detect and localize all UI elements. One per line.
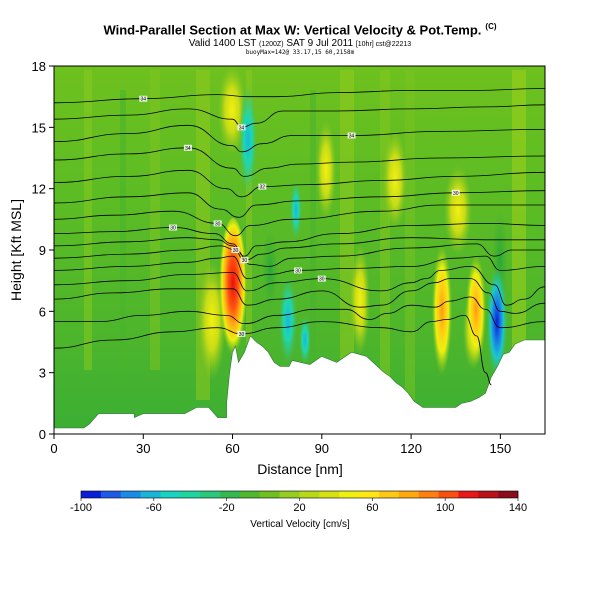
y-tick-label: 12 <box>32 182 46 197</box>
svg-text:30: 30 <box>453 191 459 197</box>
colorbar-swatch <box>81 491 102 498</box>
x-axis: 0 30 60 90 120 150 <box>50 434 511 456</box>
theta-contour-label: 30 <box>451 189 460 197</box>
theta-contour-label: 30 <box>213 220 222 227</box>
chart-title: Wind-Parallel Section at Max W: Vertical… <box>103 22 497 38</box>
theta-contour <box>54 314 492 386</box>
theta-contour <box>54 237 545 261</box>
colorbar-tick-label: -100 <box>70 502 92 514</box>
x-tick-label: 30 <box>136 441 150 456</box>
colorbar-swatch <box>100 491 122 498</box>
y-axis: 0 3 6 9 12 15 18 <box>32 59 54 442</box>
colorbar-swatch <box>478 491 499 498</box>
theta-contour-label: 30 <box>169 224 178 232</box>
colorbar-swatch <box>418 491 439 498</box>
y-tick-label: 3 <box>39 366 46 381</box>
svg-text:34: 34 <box>140 97 146 103</box>
colorbar-tick-label: 60 <box>366 502 378 514</box>
terrain-edge <box>54 335 545 429</box>
theta-contour <box>54 243 545 267</box>
theta-contours <box>54 88 545 386</box>
colorbar-swatch <box>398 491 419 498</box>
colorbar: -100 -60 -20 20 60 100 140 <box>70 490 527 514</box>
colorbar-tick-label: -60 <box>146 502 162 514</box>
svg-text:30: 30 <box>215 221 221 227</box>
svg-text:34: 34 <box>185 146 191 152</box>
svg-text:30: 30 <box>170 226 176 232</box>
colorbar-swatch <box>120 491 141 498</box>
y-tick-label: 9 <box>39 243 46 258</box>
theta-contour-label: 32 <box>258 183 267 191</box>
colorbar-swatch <box>339 491 360 498</box>
colorbar-swatch <box>299 491 320 498</box>
svg-text:30: 30 <box>319 277 325 283</box>
colorbar-swatch <box>458 491 479 498</box>
svg-text:34: 34 <box>239 125 245 131</box>
theta-contour <box>54 278 545 314</box>
theta-contour-label: 30 <box>317 275 326 283</box>
x-tick-label: 150 <box>490 441 512 456</box>
svg-text:30: 30 <box>239 332 245 338</box>
colorbar-swatch <box>140 491 161 498</box>
theta-contour <box>54 190 545 218</box>
theta-contour <box>54 104 545 128</box>
x-tick-label: 120 <box>400 441 422 456</box>
colorbar-label: Vertical Velocity [cm/s] <box>250 519 350 530</box>
colorbar-tick-label: 20 <box>293 502 305 514</box>
chart-subtitle: Valid 1400 LST (1200Z) SAT 9 Jul 2011 [1… <box>188 38 412 49</box>
theta-contour <box>54 296 545 329</box>
colorbar-tick-label: -20 <box>219 502 235 514</box>
theta-contour <box>54 147 545 177</box>
theta-contour <box>54 204 545 237</box>
x-tick-label: 0 <box>50 441 57 456</box>
svg-text:30: 30 <box>233 248 239 254</box>
y-tick-label: 0 <box>39 427 46 442</box>
colorbar-swatch <box>180 491 201 498</box>
colorbar-swatch <box>239 491 261 498</box>
theta-contour-label: 34 <box>347 132 356 140</box>
vertical-velocity-field <box>54 66 545 434</box>
x-axis-label: Distance [nm] <box>257 461 343 477</box>
y-tick-label: 15 <box>32 120 46 135</box>
theta-contour-label: 34 <box>183 144 192 152</box>
theta-contour-label: 30 <box>240 257 249 264</box>
colorbar-swatch <box>259 491 280 498</box>
colorbar-swatch <box>498 491 519 498</box>
colorbar-swatch <box>319 491 340 498</box>
chart-meta: buoyMax=142@ 33.17,15 60,2158m <box>245 49 355 56</box>
svg-text:30: 30 <box>295 268 301 274</box>
theta-contour-label: 30 <box>237 330 246 338</box>
theta-contour-label: 30 <box>231 247 240 254</box>
theta-contour <box>54 265 545 306</box>
svg-text:30: 30 <box>242 258 248 264</box>
theta-contour-label: 34 <box>139 95 148 103</box>
theta-contour-label: 30 <box>294 267 303 274</box>
colorbar-swatch <box>160 491 181 498</box>
svg-text:34: 34 <box>349 134 355 140</box>
y-tick-label: 6 <box>39 304 46 319</box>
x-tick-label: 90 <box>315 441 329 456</box>
y-tick-label: 18 <box>32 59 46 74</box>
svg-text:32: 32 <box>260 185 266 191</box>
x-tick-label: 60 <box>225 441 239 456</box>
colorbar-swatch <box>279 491 300 498</box>
colorbar-tick-label: 140 <box>509 502 527 514</box>
theta-contour <box>54 169 545 198</box>
colorbar-swatch <box>359 491 380 498</box>
theta-contour <box>54 255 545 280</box>
theta-contour-label: 34 <box>237 124 246 131</box>
colorbar-swatch <box>438 491 459 498</box>
theta-contour <box>54 124 545 153</box>
colorbar-swatch <box>200 491 221 498</box>
colorbar-tick-label: 100 <box>436 502 454 514</box>
terrain-mask <box>54 335 545 434</box>
y-axis-label: Height [Kft MSL] <box>8 199 24 301</box>
colorbar-swatch <box>220 491 241 498</box>
theta-contour <box>54 88 545 104</box>
colorbar-swatch <box>378 491 400 498</box>
